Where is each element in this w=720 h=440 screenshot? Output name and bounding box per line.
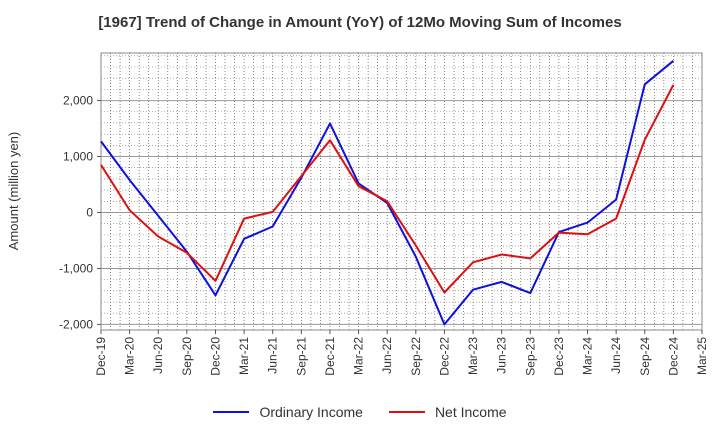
- x-tick-label: Mar-22: [352, 337, 366, 375]
- x-tick-label: Mar-20: [123, 337, 137, 375]
- x-tick-label: Sep-23: [523, 337, 537, 376]
- x-tick-label: Jun-21: [266, 337, 280, 374]
- x-tick-label: Jun-23: [495, 337, 509, 374]
- y-tick-label: 1,000: [63, 150, 93, 164]
- x-tick-label: Mar-25: [695, 337, 709, 375]
- grid: [101, 53, 702, 330]
- x-tick-label: Sep-21: [294, 337, 308, 376]
- legend-label: Net Income: [434, 404, 507, 420]
- series-line-net-income: [100, 84, 675, 294]
- y-axis-ticks: -2,000 -1,000 0 1,000 2,000: [59, 94, 101, 331]
- x-tick-label: Jun-22: [380, 337, 394, 374]
- x-tick-label: Jun-20: [151, 337, 165, 374]
- legend-swatch: [213, 411, 250, 413]
- legend-item-ordinary-income: Ordinary Income: [213, 404, 363, 420]
- x-tick-label: Sep-22: [409, 337, 423, 376]
- y-axis-label: Amount (million yen): [6, 132, 21, 251]
- legend-label: Ordinary Income: [259, 404, 363, 420]
- x-tick-label: Dec-22: [437, 337, 451, 376]
- y-tick-label: -2,000: [59, 317, 93, 331]
- legend: Ordinary Income Net Income: [0, 404, 720, 420]
- x-tick-label: Sep-20: [180, 337, 194, 376]
- y-tick-label: 2,000: [63, 94, 93, 108]
- x-tick-label: Jun-24: [609, 337, 623, 374]
- x-tick-label: Mar-24: [581, 337, 595, 375]
- legend-swatch: [388, 411, 425, 413]
- y-tick-label: 0: [86, 205, 93, 219]
- legend-item-net-income: Net Income: [388, 404, 507, 420]
- y-tick-label: -1,000: [59, 261, 93, 275]
- x-tick-label: Dec-23: [552, 337, 566, 376]
- x-tick-label: Dec-19: [94, 337, 108, 376]
- x-tick-label: Dec-20: [208, 337, 222, 376]
- x-tick-label: Sep-24: [638, 337, 652, 376]
- x-tick-label: Mar-23: [466, 337, 480, 375]
- x-axis-ticks: Dec-19 Mar-20 Jun-20 Sep-20 Dec-20 Mar-21 Jun-…: [94, 330, 709, 376]
- x-tick-label: Dec-21: [323, 337, 337, 376]
- x-tick-label: Mar-21: [237, 337, 251, 375]
- chart-title: [1967] Trend of Change in Amount (YoY) o…: [98, 14, 622, 31]
- series: [100, 60, 675, 326]
- plot-frame: [100, 52, 703, 331]
- x-tick-label: Dec-24: [666, 337, 680, 376]
